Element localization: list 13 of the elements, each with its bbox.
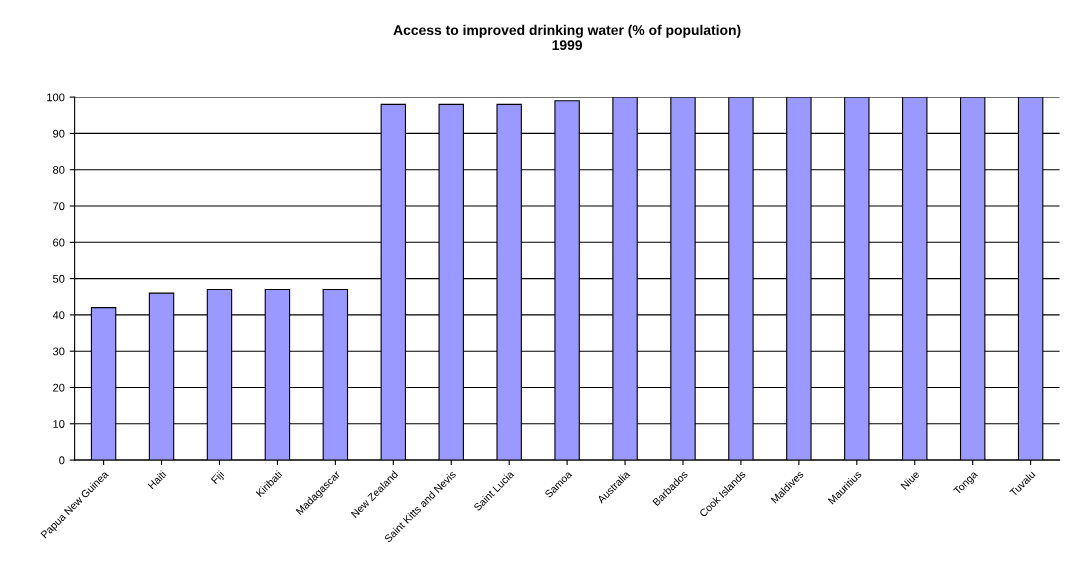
y-tick-label: 0: [59, 456, 65, 465]
y-tick-label: 90: [53, 129, 65, 138]
y-tick-label: 40: [52, 311, 65, 320]
y-tick-label: 20: [53, 383, 65, 392]
y-tick-label: 70: [53, 202, 65, 211]
y-tick-label: 100: [47, 93, 65, 102]
y-tick-label: 10: [53, 420, 65, 428]
y-tick-label: 50: [52, 274, 65, 283]
y-tick-label: 60: [53, 238, 65, 247]
x-tick-label: Fiji: [210, 470, 226, 486]
y-tick-label: 30: [52, 347, 65, 356]
chart-title: Access to improved drinking water (% of population) 1999: [393, 24, 741, 51]
y-tick-label: 80: [53, 165, 65, 174]
